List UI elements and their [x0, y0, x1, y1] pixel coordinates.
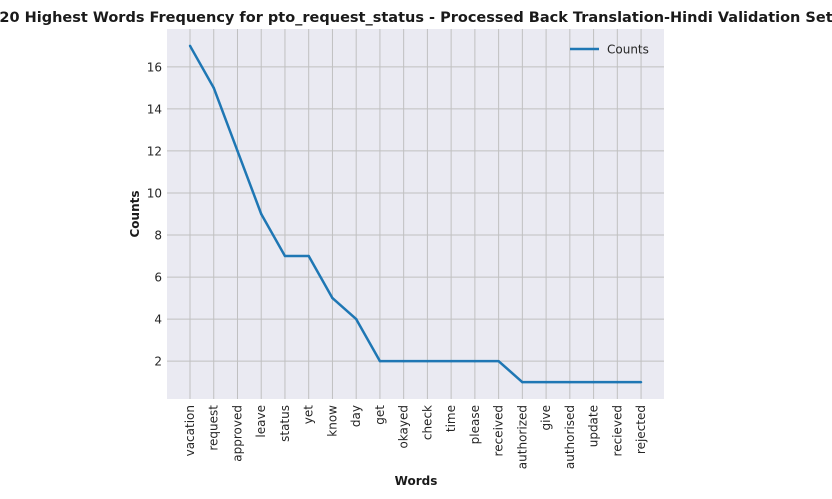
data-point-okayed — [402, 359, 405, 363]
x-tick-label: rejected — [634, 405, 648, 454]
x-tick-label: received — [492, 405, 506, 456]
y-tick-label: 4 — [154, 313, 162, 327]
data-point-day — [354, 317, 358, 321]
data-point-check — [426, 359, 429, 363]
x-tick-label: authorised — [563, 405, 577, 469]
data-point-approved — [236, 149, 239, 153]
x-tick-label: please — [468, 405, 482, 444]
y-tick-label: 10 — [147, 186, 162, 200]
y-tick-label: 8 — [154, 229, 162, 243]
data-point-vacation — [188, 44, 192, 48]
data-point-request — [212, 86, 215, 90]
x-tick-label: approved — [230, 405, 244, 462]
legend-label-counts: Counts — [607, 43, 649, 57]
data-point-give — [544, 380, 548, 384]
y-tick-label: 12 — [147, 144, 162, 158]
chart-title: 20 Highest Words Frequency for pto_reque… — [0, 10, 832, 26]
y-tick-label: 6 — [154, 271, 162, 285]
plot-area — [167, 29, 664, 399]
data-point-authorized — [521, 380, 524, 384]
data-point-get — [378, 359, 382, 363]
data-point-rejected — [639, 380, 643, 384]
x-tick-label: update — [587, 405, 601, 447]
data-point-yet — [307, 254, 310, 258]
data-point-please — [473, 359, 477, 363]
x-tick-label: recieved — [610, 405, 624, 456]
data-point-status — [283, 254, 287, 258]
x-tick-label: request — [207, 405, 221, 451]
legend: Counts — [570, 43, 649, 57]
data-point-time — [449, 359, 453, 363]
x-axis-label: Words — [395, 474, 438, 488]
series-line-counts — [188, 45, 642, 384]
data-point-recieved — [616, 380, 619, 384]
y-tick-label: 14 — [147, 102, 162, 116]
y-tick-label: 2 — [154, 355, 162, 369]
x-tick-label: get — [373, 405, 387, 425]
x-tick-label: know — [325, 405, 339, 437]
x-tick-label: leave — [254, 405, 268, 438]
data-point-know — [331, 296, 334, 300]
data-point-update — [592, 380, 595, 384]
grid-lines — [167, 29, 664, 399]
x-tick-label: yet — [302, 405, 316, 424]
x-tick-label: check — [420, 405, 434, 440]
x-tick-label: day — [349, 405, 363, 427]
x-tick-label: okayed — [397, 405, 411, 449]
x-tick-label: time — [444, 405, 458, 432]
data-point-authorised — [568, 380, 572, 384]
data-point-leave — [260, 212, 263, 216]
y-axis-label: Counts — [128, 190, 142, 237]
y-tick-label: 16 — [147, 60, 162, 74]
y-tick-labels: 2 4 6 8 10 12 14 16 — [147, 60, 162, 368]
x-tick-label: give — [539, 405, 553, 430]
data-point-received — [497, 359, 500, 363]
x-tick-label: authorized — [515, 405, 529, 469]
series-layer — [188, 44, 643, 384]
x-tick-labels: vacation request approved leave status yet kno… — [183, 405, 648, 469]
x-tick-label: vacation — [183, 405, 197, 456]
x-tick-label: status — [278, 405, 292, 442]
